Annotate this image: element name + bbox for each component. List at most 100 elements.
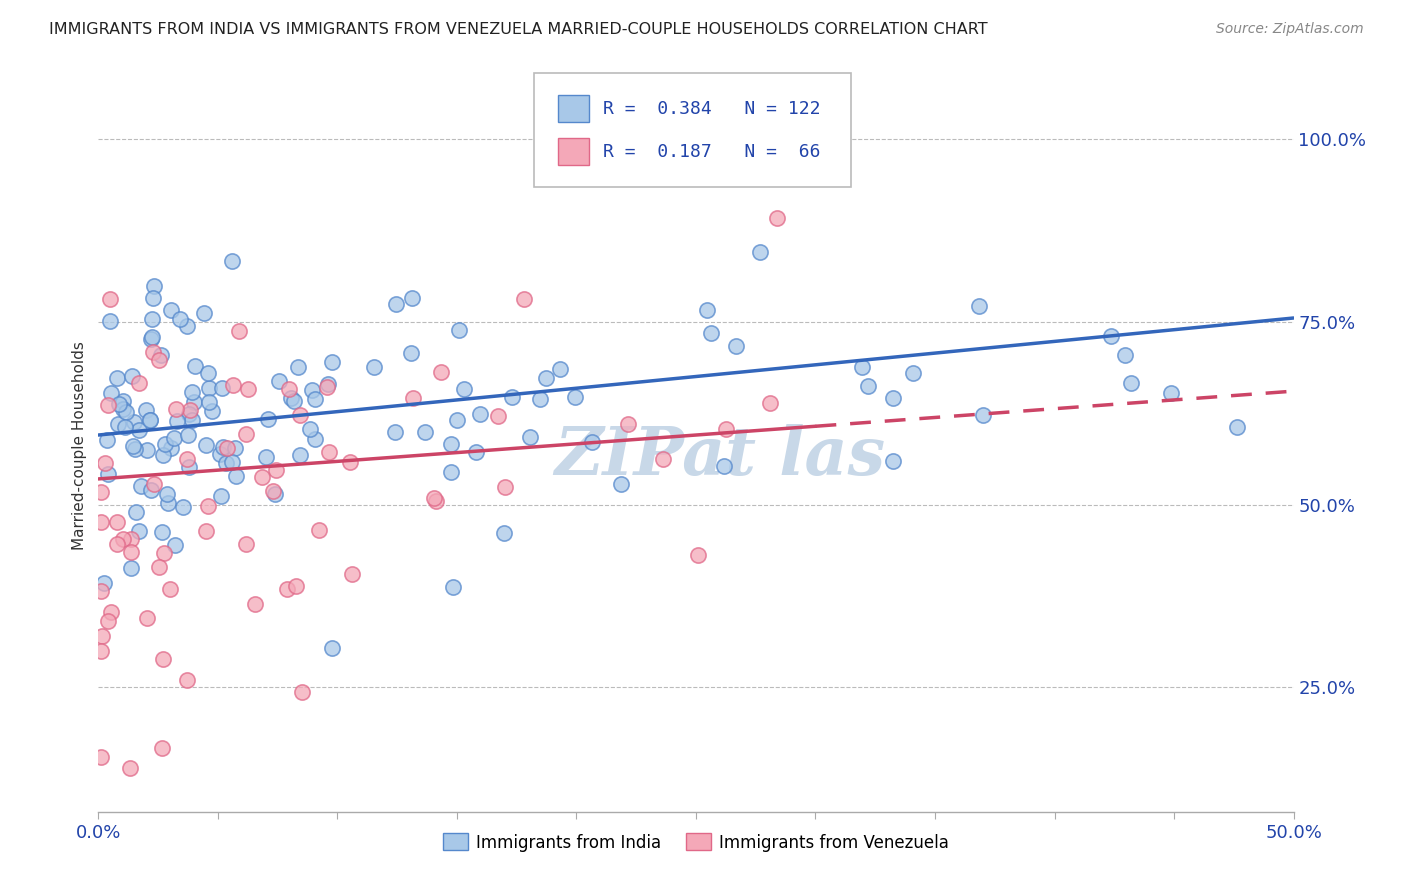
Point [494,480,516,494]
Point [179,407,201,421]
Point [211,381,233,395]
Point [160,441,183,455]
Point [342,567,364,582]
Point [194,437,217,451]
Point [1225,420,1247,434]
Point [148,352,170,367]
Point [93,575,115,590]
Point [257,412,280,426]
Point [105,515,128,529]
Point [440,465,463,479]
Point [201,403,224,417]
Point [688,548,710,562]
Point [264,487,287,501]
Point [225,468,247,483]
Point [125,505,148,519]
Point [176,673,198,687]
Point [141,483,163,497]
Point [169,312,191,326]
Point [90,516,112,530]
Point [142,345,165,359]
Point [181,413,204,427]
Point [114,420,136,434]
Point [288,449,311,463]
Point [163,431,186,445]
Point [215,441,238,455]
Point [280,391,302,405]
Point [501,390,523,404]
Point [111,394,134,409]
Point [112,533,135,547]
Point [243,597,266,611]
Point [413,425,436,439]
Point [276,582,298,597]
Point [221,377,243,392]
Point [120,545,142,559]
Point [152,448,174,462]
Point [195,524,218,538]
Point [534,371,557,385]
Point [277,383,299,397]
Text: IMMIGRANTS FROM INDIA VS IMMIGRANTS FROM VENEZUELA MARRIED-COUPLE HOUSEHOLDS COR: IMMIGRANTS FROM INDIA VS IMMIGRANTS FROM… [49,22,988,37]
Point [529,392,551,406]
Point [197,499,219,513]
Point [851,359,873,374]
Point [519,430,541,444]
Point [283,394,305,409]
Point [363,360,385,375]
Point [224,441,246,455]
Point [152,740,174,755]
Point [430,365,453,379]
Text: Source: ZipAtlas.com: Source: ZipAtlas.com [1216,22,1364,37]
Point [136,443,159,458]
Point [221,254,243,268]
Point [301,383,323,397]
Point [183,395,205,409]
Point [172,500,194,514]
Point [97,398,120,412]
Point [700,326,723,340]
Point [858,379,880,393]
Point [142,279,165,293]
Point [176,318,198,333]
Point [138,412,160,426]
Point [90,749,112,764]
Point [90,584,112,599]
Point [176,451,198,466]
Point [209,489,232,503]
Point [304,432,326,446]
Point [157,496,180,510]
Point [446,412,468,426]
Point [581,435,603,450]
Point [423,491,446,505]
Text: R =  0.187   N =  66: R = 0.187 N = 66 [603,143,821,161]
Point [266,462,288,476]
Point [308,523,330,537]
Point [98,314,121,328]
Point [100,606,122,620]
Point [714,422,737,436]
Point [725,338,748,352]
Point [882,391,904,405]
Point [548,362,571,376]
Point [696,302,718,317]
Point [90,644,112,658]
Point [96,433,118,447]
Point [1119,376,1142,390]
Point [440,437,463,451]
Point [121,369,143,384]
Point [401,291,423,305]
Point [758,395,780,409]
Point [318,445,340,459]
Point [291,685,314,699]
Point [453,382,475,396]
Point [339,455,361,469]
Point [882,454,904,468]
Point [385,297,408,311]
Point [284,579,307,593]
Point [177,460,200,475]
Point [399,346,422,360]
Point [465,445,488,459]
Text: ZIPat las: ZIPat las [554,425,886,490]
Point [212,440,235,454]
